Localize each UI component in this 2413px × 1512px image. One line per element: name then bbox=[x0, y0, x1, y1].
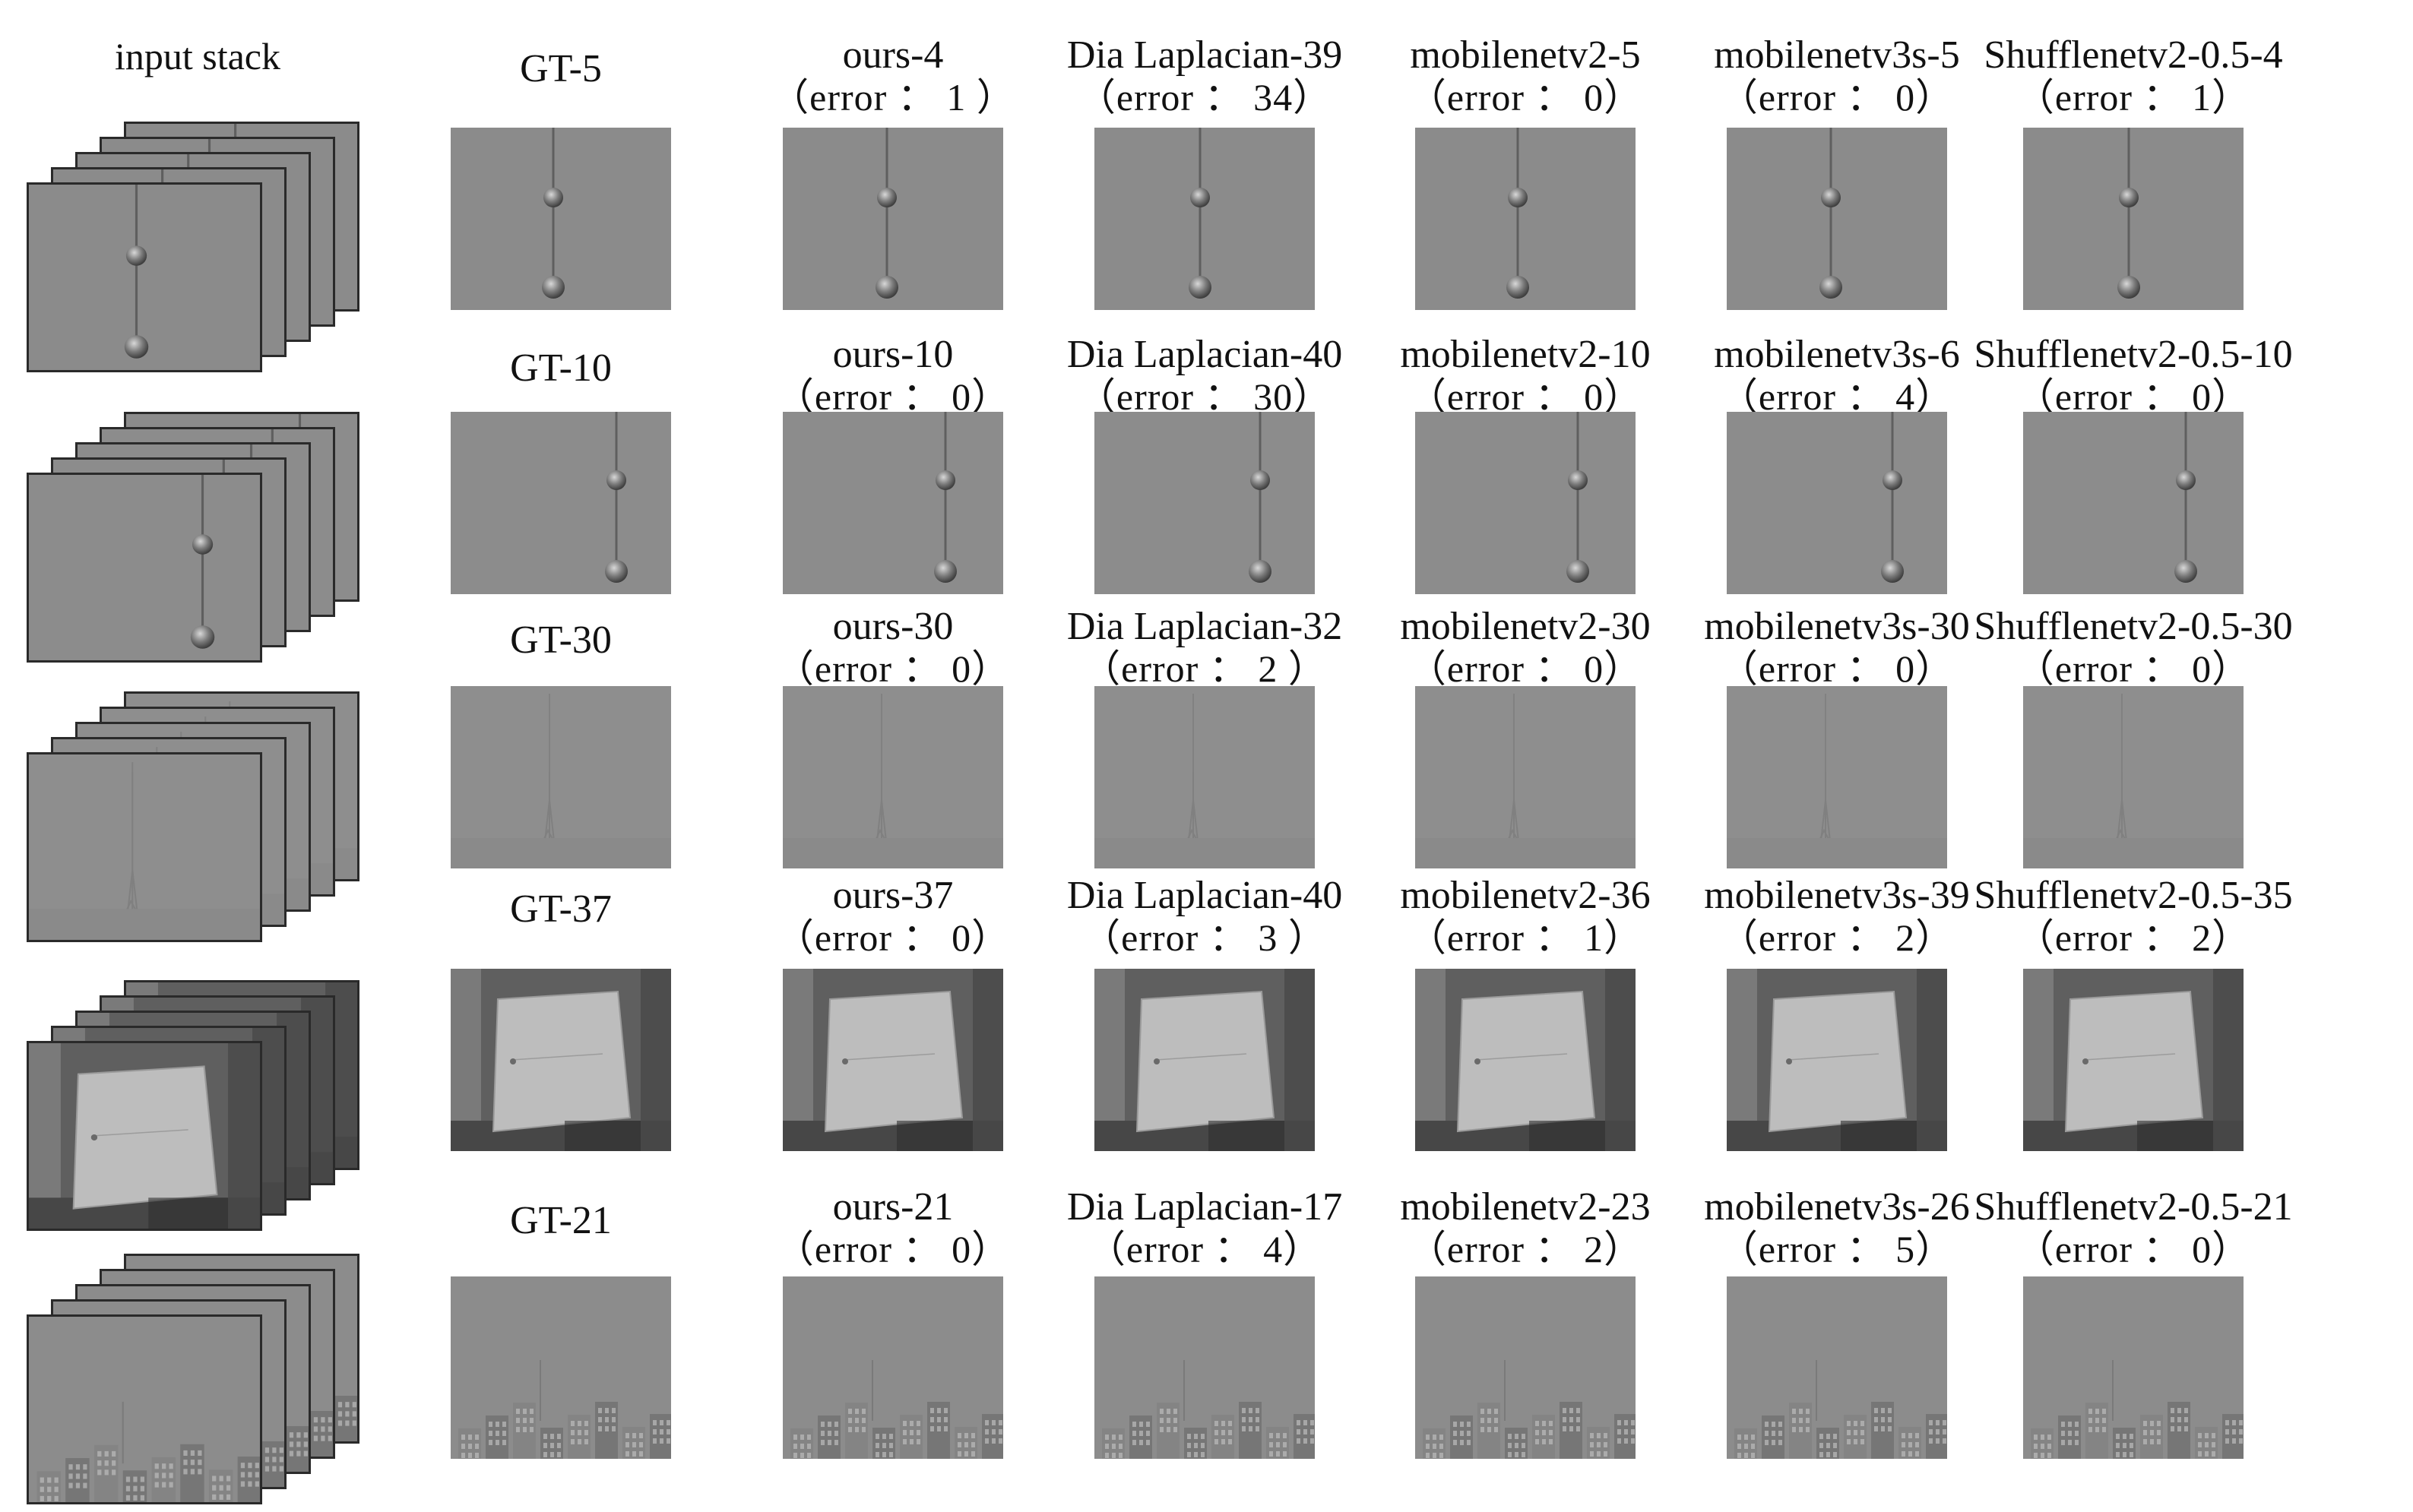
cell-error: （error ： 4） bbox=[1719, 375, 1955, 418]
cell-error: （error ： 2） bbox=[1408, 1228, 1643, 1270]
input-stack bbox=[23, 676, 372, 950]
cell-error: （error ： 2） bbox=[2016, 916, 2251, 959]
result-image bbox=[1727, 1276, 1947, 1459]
result-image bbox=[2023, 969, 2244, 1151]
result-image bbox=[1094, 686, 1315, 868]
input-stack-frame bbox=[27, 752, 262, 942]
cell-title: Dia Laplacian-17 bbox=[1066, 1185, 1343, 1229]
result-image bbox=[451, 128, 671, 310]
cell-title: mobilenetv3s-39 bbox=[1704, 874, 1970, 917]
cell-title: Shufflenetv2-0.5-30 bbox=[1974, 605, 2293, 648]
result-image bbox=[1415, 128, 1636, 310]
result-image bbox=[783, 128, 1003, 310]
input-stack bbox=[23, 1238, 372, 1512]
cell-error: （error ： 30） bbox=[1077, 375, 1332, 418]
result-image bbox=[1094, 412, 1315, 594]
cell-error: （error ： 0） bbox=[775, 1228, 1011, 1270]
cell-title: ours-37 bbox=[832, 874, 954, 917]
cell-title: GT-37 bbox=[510, 887, 612, 931]
cell-title: mobilenetv2-5 bbox=[1410, 33, 1641, 77]
cell-title: ours-10 bbox=[832, 333, 954, 376]
result-image bbox=[451, 1276, 671, 1459]
cell-title: GT-10 bbox=[510, 346, 612, 390]
result-image bbox=[2023, 412, 2244, 594]
cell-error: （error ： 4） bbox=[1087, 1228, 1322, 1270]
cell-title: ours-30 bbox=[832, 605, 954, 648]
cell-error: （error ： 0） bbox=[1408, 647, 1643, 690]
cell-title: Dia Laplacian-32 bbox=[1066, 605, 1343, 648]
input-stack-frame bbox=[27, 473, 262, 663]
result-image bbox=[1727, 969, 1947, 1151]
result-image bbox=[1415, 969, 1636, 1151]
result-image bbox=[2023, 686, 2244, 868]
cell-error: （error ： 5） bbox=[1719, 1228, 1955, 1270]
result-image bbox=[2023, 1276, 2244, 1459]
result-image bbox=[1727, 412, 1947, 594]
input-stack-frame bbox=[27, 182, 262, 372]
result-image bbox=[783, 412, 1003, 594]
cell-title: ours-21 bbox=[832, 1185, 954, 1229]
cell-error: （error ： 0） bbox=[1408, 76, 1643, 119]
result-image bbox=[451, 412, 671, 594]
cell-error: （error ： 0） bbox=[775, 647, 1011, 690]
cell-title: mobilenetv2-23 bbox=[1400, 1185, 1651, 1229]
cell-error: （error ： 3 ） bbox=[1082, 916, 1327, 959]
result-image bbox=[1094, 1276, 1315, 1459]
result-image bbox=[1727, 128, 1947, 310]
input-stack bbox=[23, 106, 372, 380]
cell-title: Shufflenetv2-0.5-4 bbox=[1984, 33, 2283, 77]
cell-error: （error ： 0） bbox=[1719, 647, 1955, 690]
cell-title: ours-4 bbox=[842, 33, 944, 77]
cell-error: （error ： 2） bbox=[1719, 916, 1955, 959]
input-stack-frame bbox=[27, 1041, 262, 1231]
cell-error: （error ： 1） bbox=[1408, 916, 1643, 959]
cell-title: Dia Laplacian-40 bbox=[1066, 874, 1343, 917]
result-image bbox=[1415, 412, 1636, 594]
cell-error: （error ： 34） bbox=[1077, 76, 1332, 119]
input-stack-header: input stack bbox=[114, 35, 281, 77]
cell-title: Shufflenetv2-0.5-21 bbox=[1974, 1185, 2293, 1229]
input-stack-frame bbox=[27, 1314, 262, 1504]
input-stack bbox=[23, 965, 372, 1238]
cell-error: （error ： 0） bbox=[775, 916, 1011, 959]
result-image bbox=[783, 969, 1003, 1151]
cell-title: GT-21 bbox=[510, 1199, 612, 1242]
cell-error: （error ： 0） bbox=[2016, 647, 2251, 690]
cell-title: mobilenetv3s-30 bbox=[1704, 605, 1970, 648]
cell-error: （error ： 2 ） bbox=[1082, 647, 1327, 690]
cell-error: （error ： 1 ） bbox=[771, 76, 1015, 119]
cell-title: mobilenetv3s-6 bbox=[1714, 333, 1960, 376]
cell-title: GT-5 bbox=[520, 47, 602, 90]
input-stack bbox=[23, 397, 372, 670]
result-image bbox=[2023, 128, 2244, 310]
cell-title: mobilenetv2-36 bbox=[1400, 874, 1651, 917]
cell-error: （error ： 0） bbox=[775, 375, 1011, 418]
result-image bbox=[451, 969, 671, 1151]
cell-error: （error ： 0） bbox=[2016, 375, 2251, 418]
result-image bbox=[783, 1276, 1003, 1459]
cell-error: （error ： 0） bbox=[2016, 1228, 2251, 1270]
cell-title: mobilenetv3s-5 bbox=[1714, 33, 1960, 77]
result-image bbox=[1094, 128, 1315, 310]
result-image bbox=[1094, 969, 1315, 1151]
cell-title: Shufflenetv2-0.5-10 bbox=[1974, 333, 2293, 376]
result-image bbox=[1727, 686, 1947, 868]
result-image bbox=[1415, 1276, 1636, 1459]
cell-error: （error ： 0） bbox=[1408, 375, 1643, 418]
result-image bbox=[451, 686, 671, 868]
cell-error: （error ： 1） bbox=[2016, 76, 2251, 119]
cell-title: Dia Laplacian-40 bbox=[1066, 333, 1343, 376]
result-image bbox=[783, 686, 1003, 868]
result-image bbox=[1415, 686, 1636, 868]
cell-title: Dia Laplacian-39 bbox=[1066, 33, 1343, 77]
cell-title: GT-30 bbox=[510, 618, 612, 662]
cell-title: Shufflenetv2-0.5-35 bbox=[1974, 874, 2293, 917]
cell-title: mobilenetv2-10 bbox=[1400, 333, 1651, 376]
cell-error: （error ： 0） bbox=[1719, 76, 1955, 119]
cell-title: mobilenetv2-30 bbox=[1400, 605, 1651, 648]
cell-title: mobilenetv3s-26 bbox=[1704, 1185, 1970, 1229]
